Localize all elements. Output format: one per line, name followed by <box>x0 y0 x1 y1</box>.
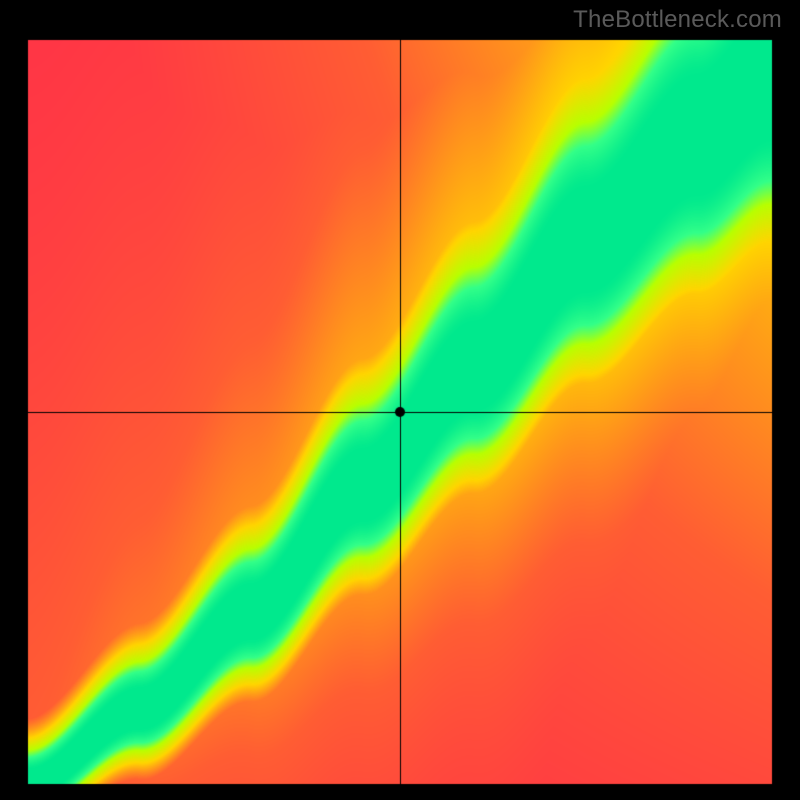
watermark-text: TheBottleneck.com <box>573 6 782 34</box>
chart-container: TheBottleneck.com <box>0 0 800 800</box>
heatmap-canvas <box>0 0 800 800</box>
